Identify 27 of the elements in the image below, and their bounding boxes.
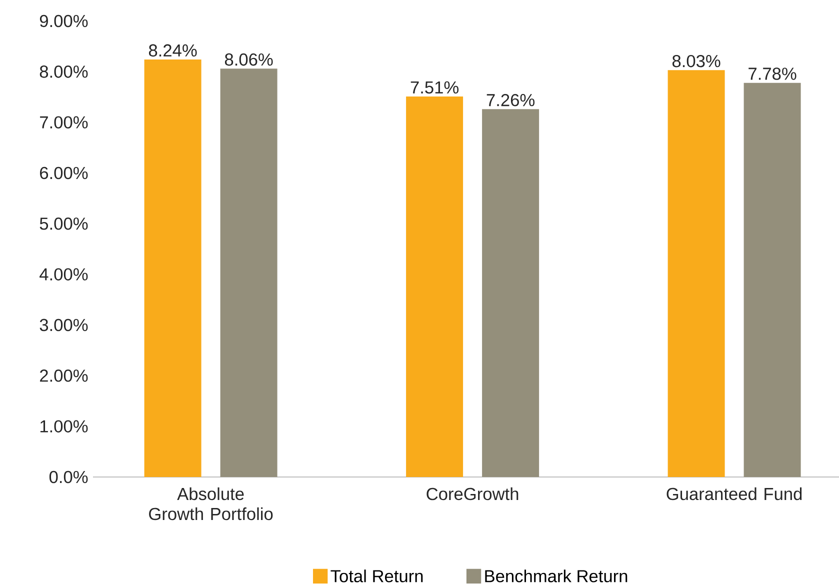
- data-label: 8.03%: [672, 54, 720, 68]
- data-label: 7.51%: [410, 81, 459, 94]
- y-tick-label: 3.00%: [40, 318, 88, 332]
- bar: [144, 60, 202, 477]
- legend-label: Benchmark Return: [485, 570, 628, 582]
- bar: [668, 70, 725, 477]
- bar: [406, 96, 464, 477]
- bar: [744, 82, 801, 477]
- bar: [220, 68, 278, 477]
- y-tick-label: 6.00%: [40, 166, 88, 180]
- y-tick-label: 0.0%: [49, 470, 88, 484]
- y-tick-label: 7.00%: [40, 116, 88, 128]
- bar: [482, 109, 540, 477]
- data-label: 7.26%: [486, 94, 535, 106]
- x-tick-label: Absolute Growth Portfolio: [149, 487, 273, 520]
- y-tick-label: 1.00%: [40, 420, 88, 432]
- data-label: 7.78%: [748, 68, 796, 80]
- y-tick-label: 2.00%: [40, 370, 88, 382]
- y-tick-label: 9.00%: [40, 14, 88, 28]
- x-tick-label: Guaranteed Fund: [666, 487, 802, 500]
- data-label: 8.06%: [224, 53, 273, 66]
- legend-label: Total Return: [330, 570, 423, 582]
- y-tick-label: 8.00%: [40, 66, 88, 78]
- y-tick-label: 4.00%: [40, 268, 88, 280]
- data-label: 8.24%: [148, 44, 197, 57]
- x-tick-label: CoreGrowth: [426, 487, 518, 500]
- y-tick-label: 5.00%: [40, 218, 88, 230]
